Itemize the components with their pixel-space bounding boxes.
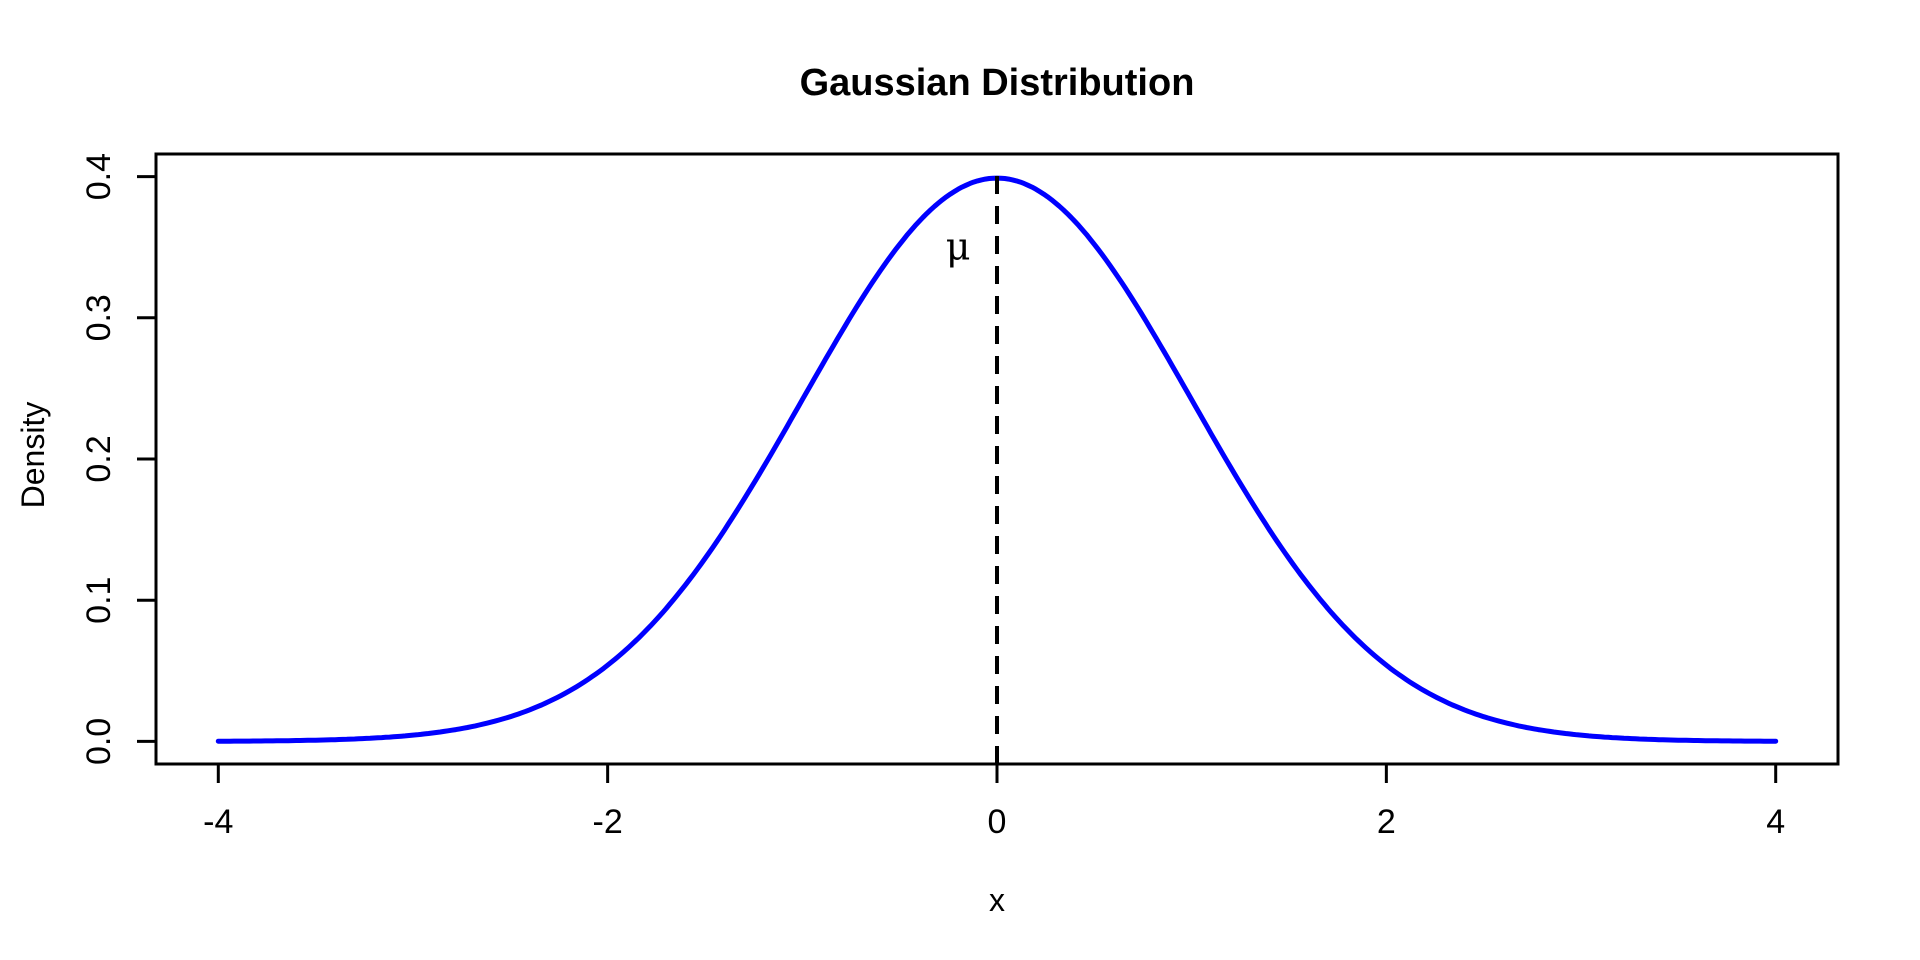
y-tick-label: 0.0 [80, 718, 118, 765]
y-tick-label: 0.4 [80, 153, 118, 200]
x-tick-label: 2 [1377, 803, 1396, 841]
x-axis-title: x [989, 882, 1005, 918]
x-tick-label: -4 [203, 803, 233, 841]
y-tick-label: 0.1 [80, 577, 118, 624]
x-tick-label: -2 [593, 803, 623, 841]
y-tick-label: 0.3 [80, 294, 118, 341]
x-axis: -4 -2 0 2 4 [203, 764, 1785, 841]
x-tick-label: 0 [988, 803, 1007, 841]
chart-title: Gaussian Distribution [800, 62, 1195, 104]
y-axis: 0.0 0.1 0.2 0.3 0.4 [80, 153, 156, 765]
y-axis-title: Density [15, 402, 51, 509]
mu-annotation-label: μ [946, 224, 971, 268]
x-tick-label: 4 [1766, 803, 1785, 841]
y-tick-label: 0.2 [80, 435, 118, 482]
